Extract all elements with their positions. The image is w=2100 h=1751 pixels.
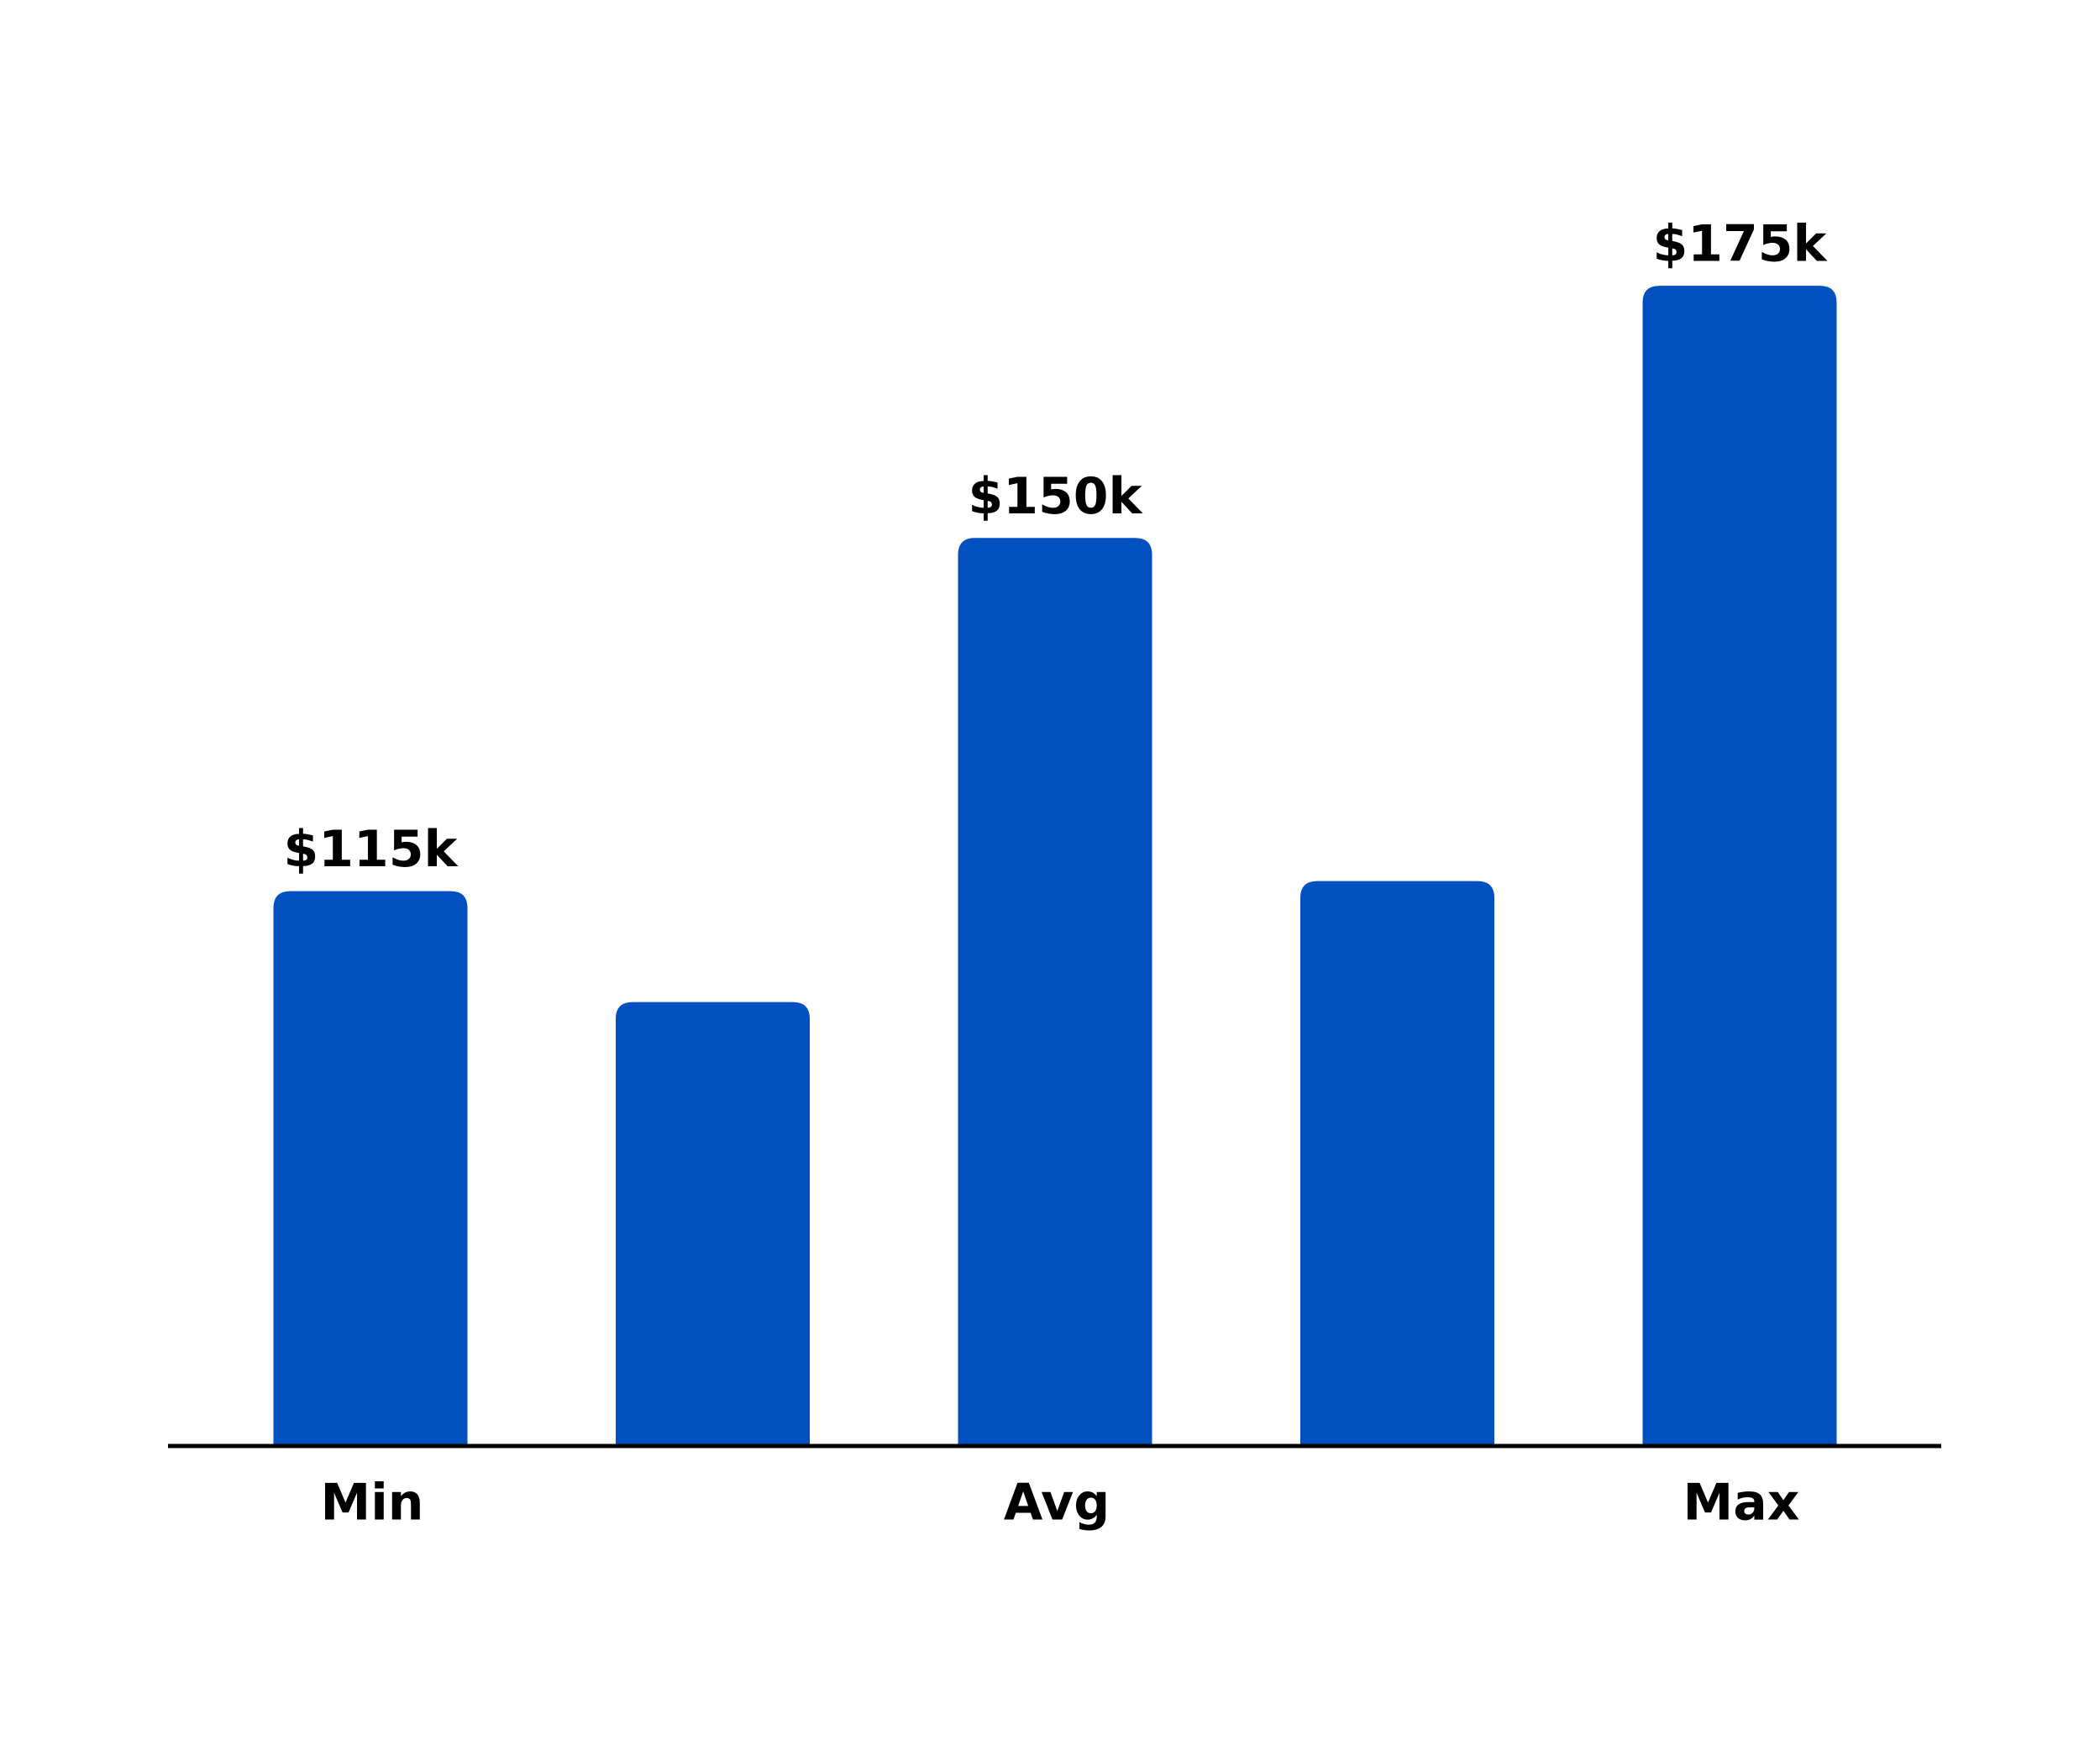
bar	[273, 891, 468, 1446]
bar	[1642, 286, 1837, 1447]
value-label: $115k	[284, 820, 459, 879]
value-label: $175k	[1653, 215, 1829, 274]
x-tick-label: Min	[321, 1474, 424, 1533]
bar	[616, 1002, 810, 1446]
bar	[958, 538, 1152, 1447]
x-tick-label: Max	[1683, 1474, 1800, 1533]
value-label: $150k	[969, 467, 1144, 526]
bar	[1300, 881, 1494, 1446]
x-tick-label: Avg	[1004, 1474, 1110, 1533]
